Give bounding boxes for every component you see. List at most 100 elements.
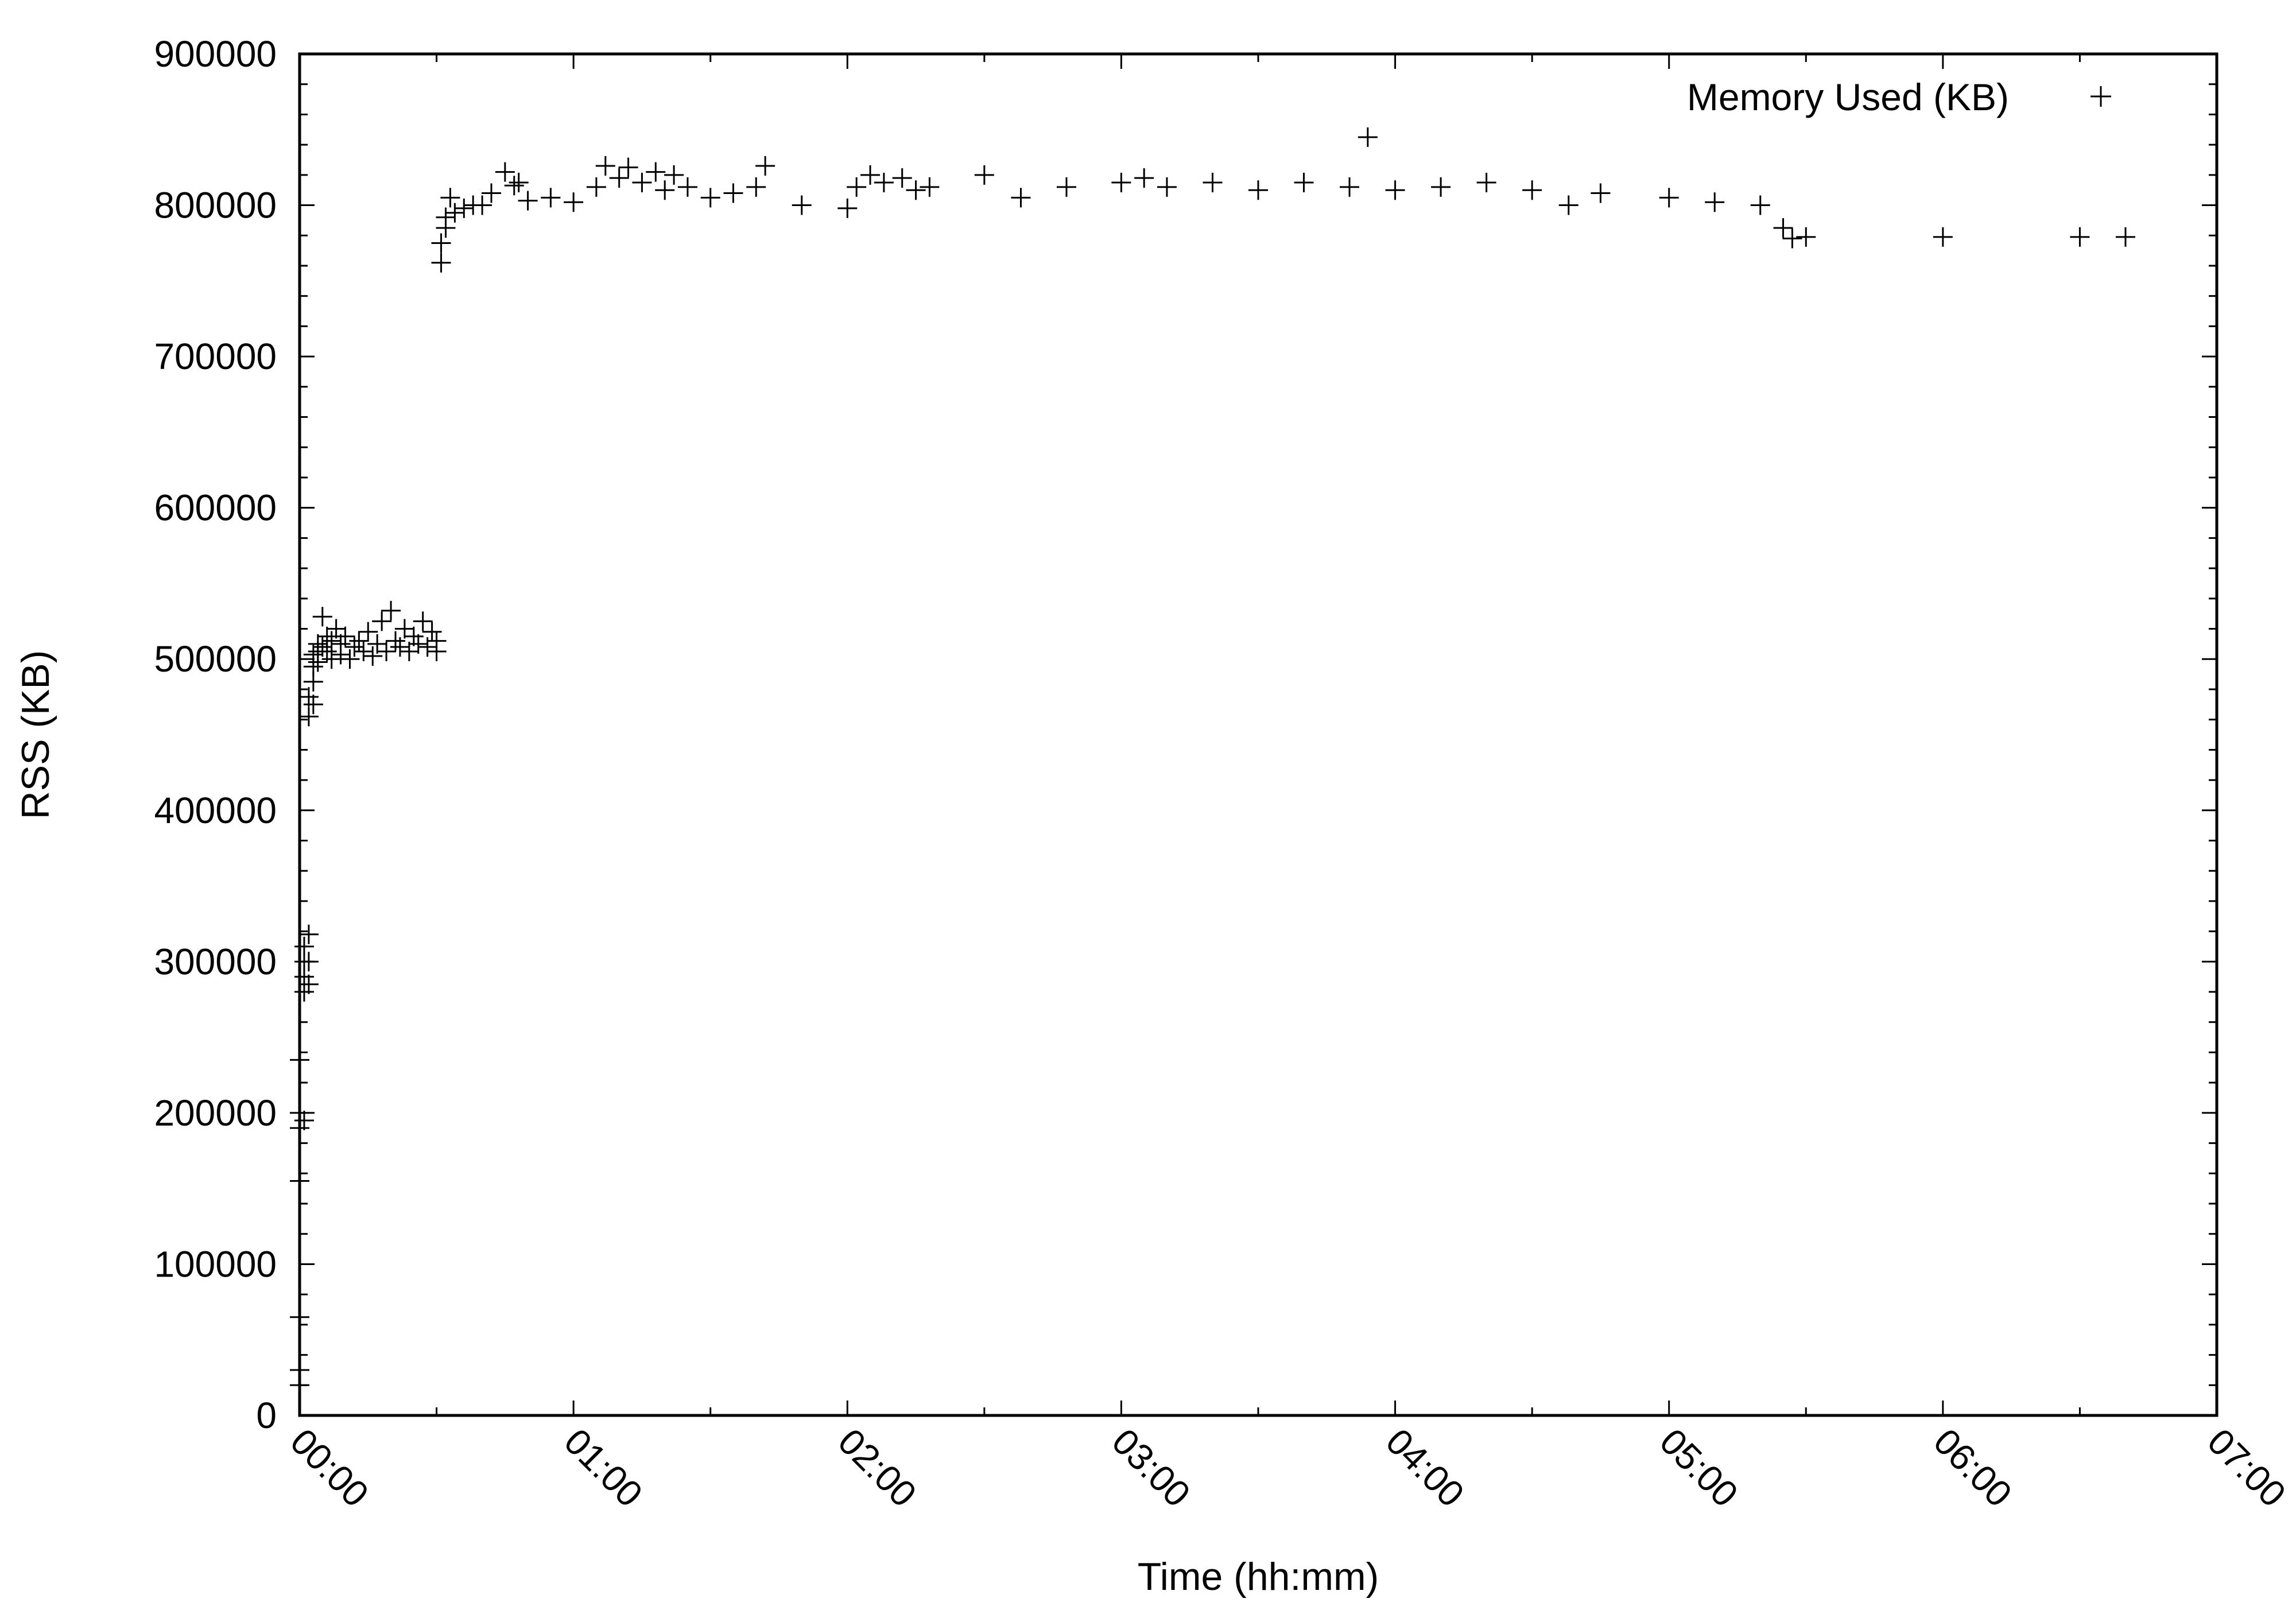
data-point [372, 611, 392, 631]
data-point [1203, 173, 1223, 193]
data-point [426, 642, 447, 662]
data-point [312, 607, 332, 627]
data-point [431, 233, 451, 253]
data-point [518, 191, 538, 211]
data-point [1134, 168, 1154, 188]
data-point [595, 156, 615, 176]
legend-label: Memory Used (KB) [1687, 76, 2009, 118]
data-point [906, 180, 926, 200]
data-point [677, 177, 697, 197]
data-point [294, 936, 314, 956]
data-point [394, 619, 414, 639]
data-point [454, 198, 474, 218]
y-tick-label: 100000 [154, 1243, 277, 1285]
legend-marker-plus-icon [2091, 86, 2111, 107]
data-point [1476, 173, 1496, 193]
y-tick-label: 400000 [154, 790, 277, 831]
data-point [1248, 180, 1268, 200]
data-point [837, 198, 858, 218]
legend-plus-mark [2091, 86, 2111, 107]
data-point [1011, 188, 1031, 208]
data-point [298, 924, 319, 944]
data-point [436, 207, 456, 227]
data-point [700, 188, 720, 208]
data-point [321, 649, 342, 669]
data-point [317, 626, 337, 646]
y-tick-label: 500000 [154, 638, 277, 680]
data-point [1773, 218, 1793, 238]
data-point [792, 195, 812, 215]
data-point [920, 177, 940, 197]
data-point [892, 168, 912, 188]
data-point [1358, 127, 1378, 147]
data-point [298, 974, 319, 994]
data-point [860, 165, 881, 185]
data-point [1157, 177, 1177, 197]
data-point [1659, 188, 1679, 208]
data-point [609, 168, 629, 188]
data-point [2070, 227, 2090, 247]
data-point [431, 253, 451, 273]
data-point [1750, 195, 1770, 215]
data-point [298, 707, 319, 727]
data-point [1057, 177, 1076, 197]
y-tick-label: 300000 [154, 941, 277, 982]
y-tick-labels: 0 100000 200000 300000 400000 500000 600000 700… [154, 33, 277, 1436]
data-point [1591, 183, 1611, 203]
data-point [303, 645, 323, 665]
data-point [377, 642, 397, 662]
data-point [335, 626, 355, 646]
data-point [354, 642, 374, 662]
data-point [422, 622, 442, 642]
data-point [308, 634, 328, 654]
data-point [482, 183, 501, 203]
data-point [413, 611, 433, 631]
data-point [298, 687, 319, 707]
data-point [1558, 195, 1578, 215]
data-point [723, 183, 743, 203]
data-point [1111, 173, 1131, 193]
data-point [340, 649, 360, 669]
data-point [404, 626, 424, 646]
data-point [1796, 227, 1816, 247]
data-point [1705, 192, 1725, 212]
data-point [755, 156, 775, 176]
data-point [294, 1111, 314, 1131]
data-point [1294, 173, 1314, 193]
y-tick-label: 0 [256, 1395, 277, 1436]
data-point [664, 165, 684, 185]
data-point [509, 173, 529, 193]
data-point [445, 203, 465, 223]
y-tick-label: 200000 [154, 1092, 277, 1134]
data-point [504, 176, 524, 196]
x-axis-title: Time (hh:mm) [1138, 1555, 1379, 1599]
data-point [381, 600, 401, 620]
data-point [1522, 180, 1542, 200]
data-point [303, 695, 323, 715]
data-point [1431, 177, 1451, 197]
y-tick-label: 700000 [154, 336, 277, 377]
data-point [495, 162, 515, 182]
data-point [358, 622, 378, 642]
data-point [632, 173, 652, 193]
y-tick-label: 800000 [154, 185, 277, 226]
data-point [2115, 227, 2135, 247]
data-point [646, 162, 666, 182]
legend: Memory Used (KB) [1687, 76, 2111, 118]
data-point [1933, 227, 1953, 247]
data-point [541, 188, 561, 208]
data-point [1782, 228, 1802, 249]
data-point [363, 646, 383, 666]
data-point [586, 177, 606, 197]
data-point [399, 642, 419, 662]
data-point [390, 637, 410, 657]
data-point [321, 631, 342, 651]
data-point [472, 195, 492, 215]
data-point [746, 177, 766, 197]
data-point [847, 177, 867, 197]
data-point [367, 634, 387, 654]
data-point [440, 188, 460, 208]
data-point [1385, 180, 1405, 200]
